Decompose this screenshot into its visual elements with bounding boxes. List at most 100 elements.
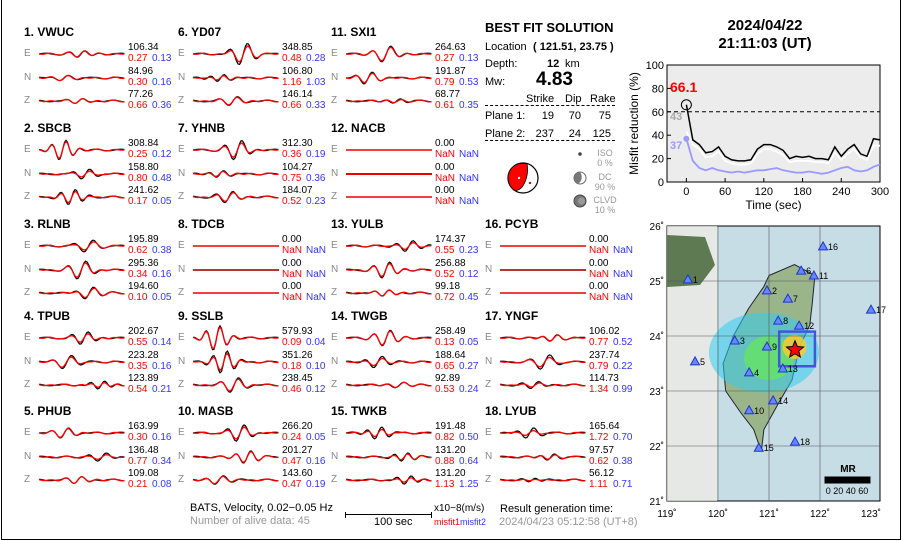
misfit1-value: 0.47 — [282, 479, 302, 490]
amplitude: 0.00 — [282, 234, 302, 245]
misfit2-value: 0.19 — [306, 479, 326, 490]
station-name: VWUC — [37, 25, 75, 39]
y-tick-label: 100 — [646, 60, 664, 72]
amplitude: 0.00 — [435, 161, 455, 173]
dc-label: DC — [598, 172, 612, 182]
amplitude: 191.87 — [435, 65, 466, 77]
time-scale-bar — [345, 512, 432, 518]
component-label: N — [485, 450, 493, 462]
misfit2-value: 0.38 — [613, 455, 633, 467]
waveform — [500, 380, 586, 390]
plane2-label: Plane 2: — [485, 128, 526, 140]
misfit1-value: 0.24 — [282, 432, 302, 443]
station-number: 6. — [178, 25, 189, 39]
waveform — [346, 289, 432, 297]
station-name: PHUB — [37, 404, 72, 418]
amplitude: 348.85 — [282, 42, 313, 53]
misfit2-value: 0.16 — [152, 76, 172, 88]
amplitude: 351.26 — [282, 349, 313, 361]
station-label: 16 — [828, 242, 838, 252]
station-label: 14 — [778, 396, 788, 406]
station-number: 2. — [24, 121, 35, 135]
waveform — [500, 334, 586, 342]
waveform — [346, 426, 432, 440]
waveform — [39, 354, 125, 369]
misfit1-value: 0.13 — [435, 337, 455, 348]
station-name: SBCB — [37, 121, 72, 135]
misfit2-value: NaN — [459, 196, 480, 207]
amplitude: 114.73 — [589, 373, 619, 384]
component-label: E — [331, 427, 338, 438]
x-axis-label: Time (sec) — [745, 198, 801, 212]
waveform — [193, 424, 279, 442]
amplitude: 56.12 — [589, 468, 615, 479]
amplitude: 201.27 — [282, 444, 313, 456]
misfit2-value: 0.33 — [306, 100, 326, 111]
component-label: N — [331, 263, 339, 275]
amplitude: 0.00 — [589, 257, 609, 269]
misfit1-value: 0.48 — [282, 53, 302, 64]
misfit2-value: 0.12 — [306, 384, 326, 395]
waveform — [193, 96, 279, 107]
station-label: 17 — [876, 305, 886, 315]
misfit2-value: NaN — [306, 292, 327, 303]
misfit1-value: NaN — [282, 268, 303, 280]
station-name: YNGF — [504, 309, 539, 323]
waveform — [39, 259, 125, 279]
lat-tick-label: 25˚ — [650, 276, 664, 288]
station-number: 4. — [24, 309, 35, 323]
lat-tick-label: 21˚ — [650, 496, 664, 508]
y-tick-label: 40 — [652, 130, 664, 142]
component-label: E — [485, 240, 492, 251]
x-tick-label: 0 — [683, 186, 689, 198]
component-label: Z — [24, 95, 31, 106]
misfit1-value: 0.52 — [282, 196, 302, 207]
component-label: Z — [485, 379, 492, 390]
misfit2-value: 0.16 — [306, 455, 326, 467]
iso-label: ISO — [597, 148, 613, 158]
station-label: 4 — [754, 368, 759, 378]
component-label: E — [331, 144, 338, 155]
station-triangle-icon — [789, 436, 801, 446]
misfit-chart: 0 20 40 60 80 100 0 60 120 180 240 300 Time (sec) Mis… — [627, 60, 889, 212]
misfit1-legend: misfit1 — [434, 517, 461, 527]
station-label: 15 — [764, 443, 774, 453]
misfit2-value: 0.12 — [152, 149, 172, 160]
station-label: 12 — [804, 321, 814, 331]
amplitude: 77.26 — [128, 89, 154, 100]
amplitude: 92.89 — [435, 373, 461, 384]
waveform — [39, 331, 125, 345]
waveform — [193, 268, 279, 271]
station-title: 12. NACB — [331, 121, 386, 135]
misfit1-value: 0.21 — [128, 479, 148, 490]
amplitude: 202.67 — [128, 326, 159, 337]
amplitude: 308.84 — [128, 138, 159, 149]
station-triangle-icon — [772, 315, 784, 325]
misfit1-value: 0.62 — [589, 455, 609, 467]
station-label: 3 — [740, 336, 745, 346]
solution-title: BEST FIT SOLUTION — [485, 20, 614, 35]
misfit2-value: 0.05 — [152, 196, 172, 207]
misfit2-value: 0.38 — [152, 245, 172, 256]
waveform — [346, 98, 432, 104]
station-name: YULB — [350, 217, 384, 231]
component-label: E — [178, 427, 185, 438]
component-label: Z — [331, 379, 338, 390]
clvd-label: CLVD — [593, 195, 617, 205]
component-label: E — [178, 48, 185, 59]
amplitude: 109.08 — [128, 468, 159, 479]
waveform — [346, 329, 432, 347]
x-tick-label: 120 — [755, 186, 773, 198]
x-tick-label: 60 — [719, 186, 731, 198]
component-label: Z — [178, 474, 185, 485]
amplitude: 266.20 — [282, 421, 313, 432]
misfit2-value: 0.13 — [459, 53, 479, 64]
station-title: 9. SSLB — [178, 309, 223, 323]
misfit2-legend: misfit2 — [460, 517, 487, 527]
misfit2-value: 0.22 — [613, 360, 633, 372]
waveform — [39, 286, 125, 300]
component-label: Z — [178, 191, 185, 202]
component-label: N — [331, 71, 339, 83]
station-triangle-icon — [777, 362, 789, 373]
misfit2-value: NaN — [459, 149, 480, 160]
